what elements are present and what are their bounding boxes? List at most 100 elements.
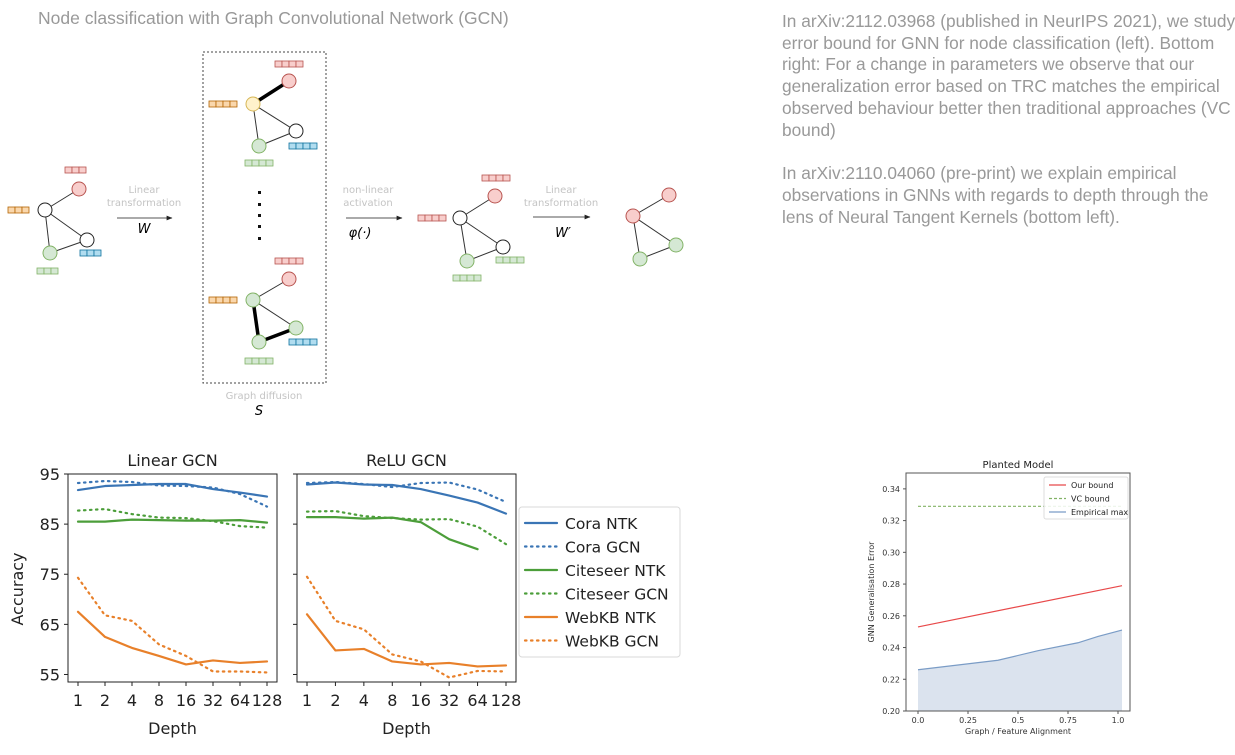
svg-text:W′: W′ xyxy=(555,226,571,241)
legend-label: Cora GCN xyxy=(565,539,641,557)
y-tick-label: 0.34 xyxy=(882,485,900,494)
graph-node xyxy=(71,181,87,197)
chart-title: ReLU GCN xyxy=(366,451,447,470)
output-graph xyxy=(625,187,684,267)
weight-symbol: W xyxy=(138,222,152,237)
graph-node xyxy=(37,202,53,218)
activated-graph xyxy=(417,174,525,282)
step-label: Linear xyxy=(128,185,160,196)
x-tick-label: 64 xyxy=(230,691,250,710)
input-graph xyxy=(7,166,102,275)
y-tick-label: 55 xyxy=(40,665,60,684)
series-line-empirical-max xyxy=(917,629,1123,671)
legend-label: Our bound xyxy=(1071,481,1113,490)
x-tick-label: 32 xyxy=(203,691,223,710)
chart-title: Linear GCN xyxy=(127,451,217,470)
svg-text:transformation: transformation xyxy=(524,198,598,209)
y-tick-label: 85 xyxy=(40,515,60,534)
x-tick-label: 8 xyxy=(154,691,164,710)
diffusion-symbol: S xyxy=(255,404,263,419)
legend-label: Citeseer NTK xyxy=(565,562,666,580)
x-tick-label: 0.75 xyxy=(1059,716,1077,725)
svg-text:φ(·): φ(·) xyxy=(349,226,372,241)
plot-frame xyxy=(905,472,1131,712)
chart-relu-gcn: ReLU GCN 1 2 4 8 16 32 64 128 Depth xyxy=(293,451,521,738)
series-line-webkb-gcn xyxy=(305,575,508,679)
y-tick-label: 65 xyxy=(40,615,60,634)
legend-frame xyxy=(1043,476,1129,520)
svg-text:activation: activation xyxy=(343,198,393,209)
y-axis-label: Accuracy xyxy=(8,552,27,625)
x-axis-label: Depth xyxy=(148,719,197,738)
graph-node xyxy=(42,245,58,261)
x-tick-label: 0.5 xyxy=(1012,716,1025,725)
series-line-webkb-ntk xyxy=(76,610,269,666)
step-linear-transformation-2: Linear transformation W′ xyxy=(524,185,598,241)
step-nonlinear-activation: non-linear activation φ(·) xyxy=(343,185,403,241)
legend-label: VC bound xyxy=(1071,495,1110,504)
series-line-our-bound xyxy=(917,585,1123,628)
gcn-diagram: Linear transformation W xyxy=(7,51,684,419)
plot-frame xyxy=(67,473,278,683)
step-label: transformation xyxy=(107,198,181,209)
x-axis-label: Graph / Feature Alignment xyxy=(965,727,1071,736)
y-tick-label: 0.22 xyxy=(882,675,900,684)
graph-node xyxy=(79,232,95,248)
legend-label: Citeseer GCN xyxy=(565,586,669,604)
x-tick-label: 0.25 xyxy=(959,716,977,725)
description-text: In arXiv:2112.03968 (published in NeurIP… xyxy=(782,11,1235,250)
x-tick-label: 8 xyxy=(387,691,397,710)
x-tick-label: 16 xyxy=(176,691,196,710)
series-line-webkb-gcn xyxy=(76,576,269,674)
graph-diffusion-box xyxy=(202,51,327,384)
y-tick-label: 0.20 xyxy=(882,707,900,716)
x-axis-label: Depth xyxy=(382,719,431,738)
x-tick-label: 128 xyxy=(252,691,283,710)
series-line-cora-ntk xyxy=(76,482,269,498)
x-tick-label: 1.0 xyxy=(1112,716,1125,725)
x-tick-label: 16 xyxy=(411,691,431,710)
empirical-max-area xyxy=(918,630,1122,711)
series-line-cora-gcn xyxy=(76,479,269,508)
x-tick-label: 4 xyxy=(359,691,369,710)
x-tick-label: 32 xyxy=(439,691,459,710)
series-line-cora-ntk xyxy=(305,481,508,515)
diagram-title: Node classification with Graph Convoluti… xyxy=(38,8,509,28)
legend-label: WebKB GCN xyxy=(565,633,659,651)
y-tick-label: 0.24 xyxy=(882,644,900,653)
legend-frame xyxy=(518,506,681,658)
chart-linear-gcn: Linear GCN 55 65 75 85 95 1 2 4 8 16 32 64 128 Depth xyxy=(40,451,283,738)
y-tick-label: 95 xyxy=(40,465,60,484)
x-tick-label: 2 xyxy=(100,691,110,710)
x-tick-label: 2 xyxy=(330,691,340,710)
y-tick-label: 0.30 xyxy=(882,548,900,557)
series-line-citeseer-gcn xyxy=(76,507,269,529)
step-linear-transformation: Linear transformation W xyxy=(107,185,181,237)
y-tick-label: 0.32 xyxy=(882,517,900,526)
y-tick-label: 75 xyxy=(40,565,60,584)
x-tick-label: 1 xyxy=(73,691,83,710)
y-tick-label: 0.28 xyxy=(882,580,900,589)
x-tick-label: 1 xyxy=(302,691,312,710)
description-paragraph: In arXiv:2112.03968 (published in NeurIP… xyxy=(782,11,1235,140)
series-line-cora-gcn xyxy=(305,480,508,504)
x-tick-label: 128 xyxy=(491,691,522,710)
legend-label: WebKB NTK xyxy=(565,609,657,627)
y-tick-label: 0.26 xyxy=(882,612,900,621)
x-tick-label: 64 xyxy=(467,691,487,710)
x-tick-label: 0.0 xyxy=(912,716,925,725)
series-line-citeseer-ntk xyxy=(76,518,269,524)
svg-text:Linear: Linear xyxy=(545,185,577,196)
series-line-citeseer-gcn xyxy=(305,509,508,546)
y-axis-label: GNN Generalisation Error xyxy=(867,541,876,643)
description-paragraph: In arXiv:2110.04060 (pre-print) we expla… xyxy=(782,163,1209,227)
chart-title: Planted Model xyxy=(983,460,1054,471)
svg-text:non-linear: non-linear xyxy=(343,185,395,196)
ellipsis-dots xyxy=(258,191,261,240)
diffusion-label: Graph diffusion xyxy=(226,391,303,402)
legend-label: Empirical max xyxy=(1071,508,1128,517)
series-line-webkb-ntk xyxy=(305,613,508,668)
x-tick-label: 4 xyxy=(127,691,137,710)
legend-label: Cora NTK xyxy=(565,515,638,533)
